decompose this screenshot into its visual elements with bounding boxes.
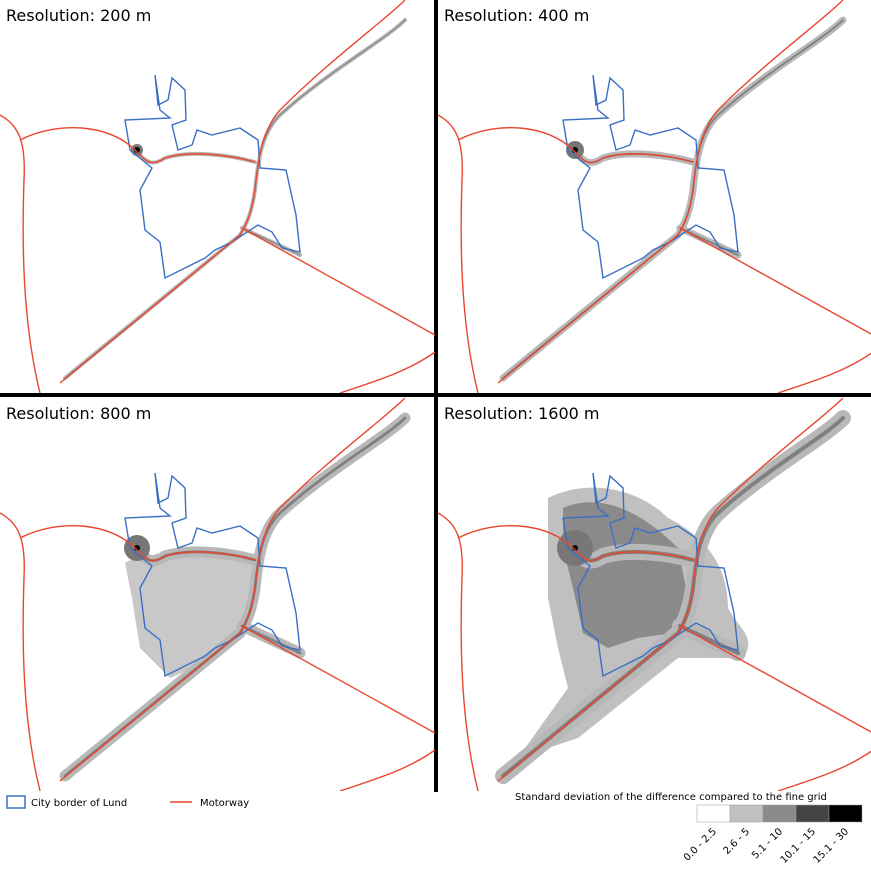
city-border	[562, 74, 739, 279]
deviation-core	[502, 19, 844, 379]
class-label: 2.6 - 5	[722, 826, 753, 857]
class-swatch	[795, 804, 830, 823]
panel-title: Resolution: 1600 m	[444, 404, 599, 423]
panels: Resolution: 200 m Resolution: 400 m Resolu…	[0, 0, 871, 791]
class-swatch	[696, 804, 731, 823]
map-content	[438, 0, 871, 393]
map-content	[0, 398, 435, 791]
deviation-area	[125, 552, 260, 678]
city-icon	[6, 795, 26, 809]
motorways	[0, 0, 435, 393]
class-swatch	[828, 804, 863, 823]
class-swatch	[729, 804, 764, 823]
panel-title: Resolution: 800 m	[6, 404, 151, 423]
panel-title: Resolution: 400 m	[444, 6, 589, 25]
city-border	[124, 74, 301, 279]
map-content	[0, 0, 435, 393]
legend-label: Motorway	[200, 798, 249, 809]
map-panel: Resolution: 800 m	[0, 398, 435, 791]
legend-label: City border of Lund	[31, 798, 127, 809]
map-content	[438, 398, 871, 791]
deviation-halo	[503, 20, 843, 378]
class-label: 0.0 - 2.5	[682, 826, 719, 863]
deviation-halo	[63, 18, 407, 380]
class-swatch	[762, 804, 797, 823]
map-panel: Resolution: 400 m	[438, 0, 871, 393]
legend-title: Standard deviation of the difference com…	[515, 792, 827, 803]
motorways	[438, 0, 871, 393]
deviation-core	[64, 19, 406, 379]
panel-title: Resolution: 200 m	[6, 6, 151, 25]
deviation-area	[563, 502, 688, 648]
map-panel: Resolution: 200 m	[0, 0, 435, 393]
legend: City border of Lund Motorway Standard de…	[6, 792, 863, 866]
class-label: 15.1 - 30	[812, 826, 852, 866]
map-panel: Resolution: 1600 m	[438, 398, 871, 791]
